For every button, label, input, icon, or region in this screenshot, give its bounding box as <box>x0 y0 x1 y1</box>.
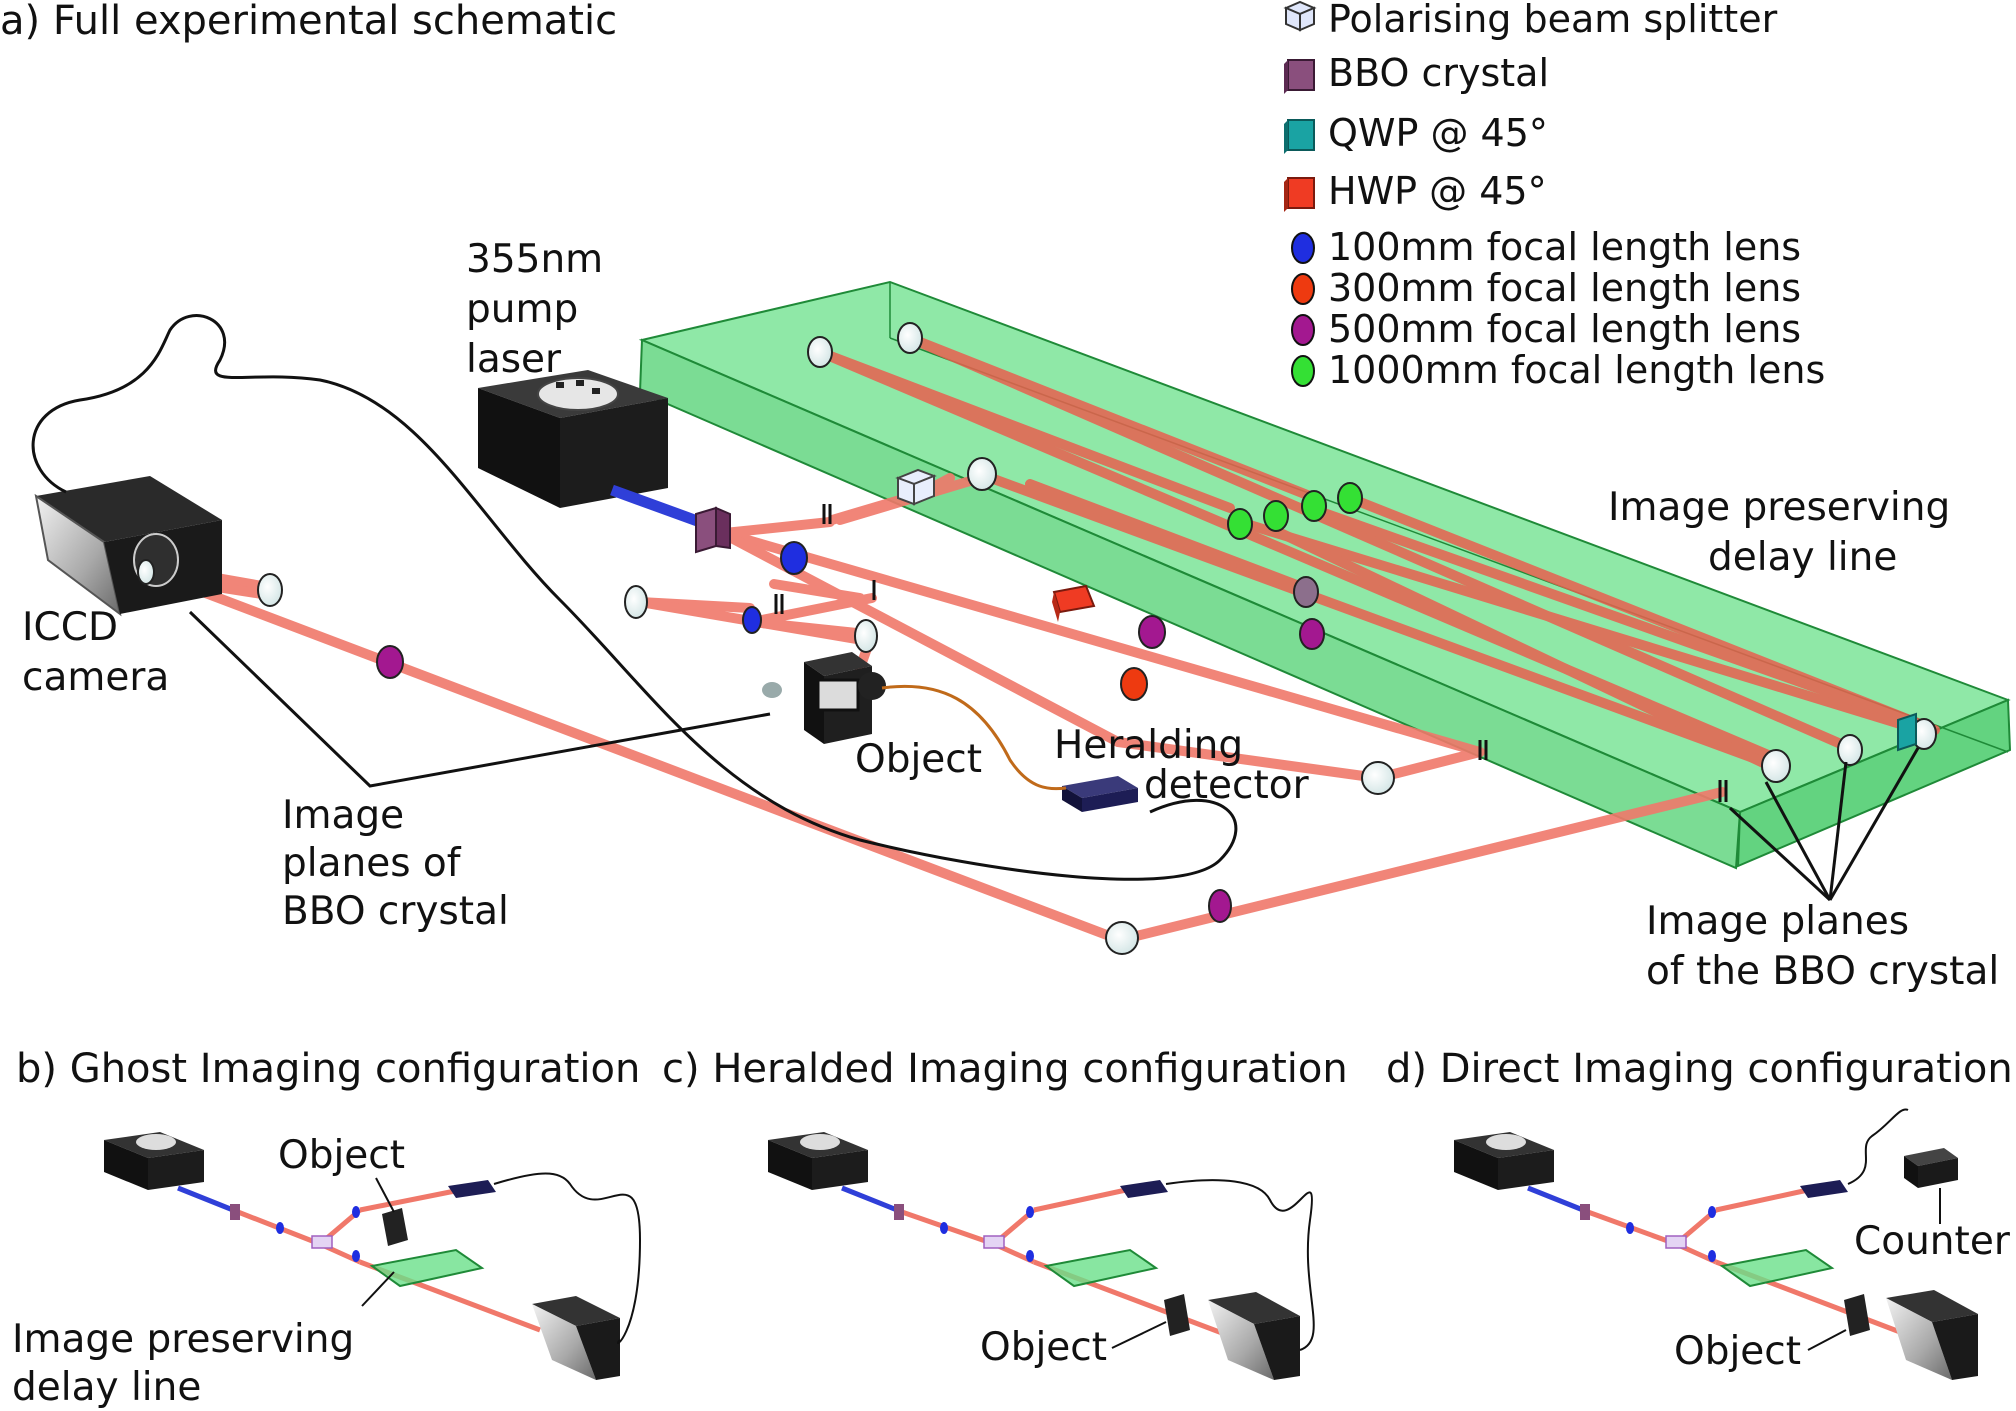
mirrors <box>774 504 1917 802</box>
object-mount <box>762 652 886 744</box>
lens-500mm-icon <box>1291 314 1315 346</box>
hwp-plate <box>1052 584 1096 622</box>
lens-100mm-icon <box>1291 232 1315 264</box>
panel-a-title: a) Full experimental schematic <box>0 0 617 44</box>
panel-b-title: b) Ghost Imaging configuration <box>16 1046 640 1092</box>
delay-line-beams <box>815 333 1940 775</box>
pump-label-line-3: laser <box>466 337 562 382</box>
panel-d: d) Direct Imaging configuration Counter <box>1386 1046 2013 1380</box>
panel-b-delay-label-line-2: delay line <box>12 1365 201 1410</box>
camera-label-line-2: camera <box>22 655 169 700</box>
legend-label-lens-300: 300mm focal length lens <box>1328 266 1801 310</box>
panel-b-delay-label-line-1: Image preserving <box>12 1317 354 1362</box>
panel-d-object-label: Object <box>1674 1329 1801 1374</box>
image-planes-leader-right <box>1728 747 1920 902</box>
bbo-crystal <box>695 506 731 554</box>
camera-label-line-1: ICCD <box>22 605 118 650</box>
image-planes-left-line-1: Image <box>282 793 404 838</box>
panel-b-object-label: Object <box>278 1133 405 1178</box>
lenses <box>257 322 1937 955</box>
panel-d-counter-label: Counter <box>1854 1219 2011 1264</box>
legend-label-lens-500: 500mm focal length lens <box>1328 307 1801 351</box>
legend-label-bbo: BBO crystal <box>1328 51 1549 95</box>
panel-b: b) Ghost Imaging configuration Object Im… <box>12 1046 642 1410</box>
lens-300mm-icon <box>1291 273 1315 305</box>
pump-label-line-1: 355nm <box>466 237 603 282</box>
qwp-icon <box>1284 119 1315 154</box>
beam-splitter-cube-icon <box>1283 0 1317 32</box>
herald-label-line-1: Heralding <box>1054 723 1243 768</box>
panel-c: c) Heralded Imaging configuration Object <box>662 1046 1348 1380</box>
iccd-camera <box>34 476 222 617</box>
image-planes-leader-left <box>188 610 771 788</box>
beam-splitter <box>895 468 937 506</box>
herald-label-line-2: detector <box>1144 763 1310 808</box>
bbo-crystal-icon <box>1284 59 1315 94</box>
panel-c-title: c) Heralded Imaging configuration <box>662 1046 1348 1092</box>
panel-d-title: d) Direct Imaging configuration <box>1386 1046 2013 1092</box>
legend: Polarising beam splitter BBO crystal QWP… <box>1283 0 1825 392</box>
image-planes-left-line-2: planes of <box>282 841 462 886</box>
hwp-icon <box>1284 177 1315 212</box>
delay-line-label-line-2: delay line <box>1708 535 1897 580</box>
object-label: Object <box>855 737 982 782</box>
panel-a: a) Full experimental schematic <box>0 0 2012 994</box>
detector-cable <box>881 684 1067 791</box>
legend-label-qwp: QWP @ 45° <box>1328 111 1548 155</box>
legend-label-lens-100: 100mm focal length lens <box>1328 225 1801 269</box>
pump-label-line-2: pump <box>466 287 578 332</box>
image-planes-right-line-2: of the BBO crystal <box>1646 949 1999 994</box>
panel-c-object-label: Object <box>980 1325 1107 1370</box>
delay-line-label-line-1: Image preserving <box>1608 485 1950 530</box>
image-planes-right-line-1: Image planes <box>1646 899 1909 944</box>
heralding-detector <box>1062 776 1138 812</box>
image-planes-left-line-3: BBO crystal <box>282 889 509 934</box>
legend-label-pbs: Polarising beam splitter <box>1328 0 1778 41</box>
pump-laser <box>478 370 668 508</box>
lens-1000mm-icon <box>1291 355 1315 387</box>
pump-beam <box>610 484 702 528</box>
legend-label-lens-1000: 1000mm focal length lens <box>1328 348 1825 392</box>
camera-cable <box>31 314 1238 881</box>
legend-label-hwp: HWP @ 45° <box>1328 169 1547 213</box>
